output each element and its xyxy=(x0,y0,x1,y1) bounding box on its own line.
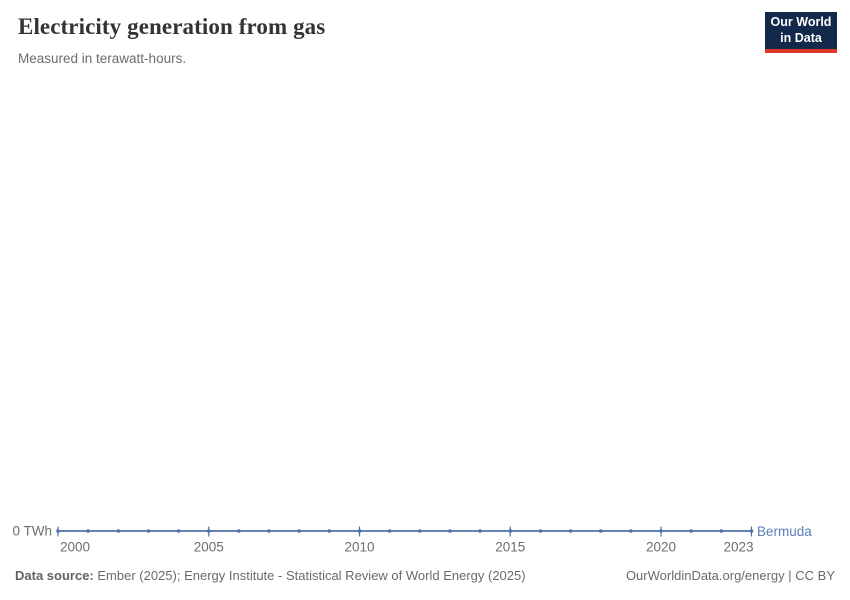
data-point-2004[interactable] xyxy=(176,529,181,533)
series-label-bermuda[interactable]: Bermuda xyxy=(757,524,812,539)
x-axis-label-2000: 2000 xyxy=(60,540,90,555)
data-point-2022[interactable] xyxy=(719,529,724,533)
data-point-2017[interactable] xyxy=(568,529,573,533)
x-axis-label-2005: 2005 xyxy=(194,540,224,555)
data-point-2018[interactable] xyxy=(598,529,603,533)
chart-title: Electricity generation from gas xyxy=(18,14,326,39)
x-axis-label-2020: 2020 xyxy=(646,540,676,555)
x-axis-label-2010: 2010 xyxy=(344,540,374,555)
data-point-2019[interactable] xyxy=(629,529,633,533)
license-link[interactable]: OurWorldinData.org/energy | CC BY xyxy=(625,568,835,583)
owid-logo[interactable]: Our World in Data xyxy=(765,12,837,53)
data-source-note[interactable]: Data source: Ember (2025); Energy Instit… xyxy=(15,568,526,583)
data-point-2006[interactable] xyxy=(237,529,241,533)
data-point-2001[interactable] xyxy=(86,529,90,533)
data-point-2011[interactable] xyxy=(387,529,392,533)
data-source-label: Data source: xyxy=(15,568,94,583)
chart-footer: Data source: Ember (2025); Energy Instit… xyxy=(0,568,850,583)
data-point-2013[interactable] xyxy=(448,529,452,533)
data-point-2014[interactable] xyxy=(478,529,482,533)
data-point-2007[interactable] xyxy=(267,529,271,533)
data-point-2002[interactable] xyxy=(116,529,121,533)
data-point-2003[interactable] xyxy=(146,529,151,533)
x-axis-label-2023: 2023 xyxy=(723,540,753,555)
owid-logo-line1: Our World xyxy=(770,15,832,30)
data-point-2016[interactable] xyxy=(538,529,543,533)
data-point-2012[interactable] xyxy=(418,529,422,533)
owid-logo-line2: in Data xyxy=(780,30,822,45)
data-point-2009[interactable] xyxy=(327,529,332,533)
chart-subtitle: Measured in terawatt-hours. xyxy=(18,51,187,66)
data-point-2021[interactable] xyxy=(689,529,693,533)
x-axis-label-2015: 2015 xyxy=(495,540,525,555)
data-source-text: Ember (2025); Energy Institute - Statist… xyxy=(93,568,526,583)
y-axis-label-zero: 0 TWh xyxy=(12,524,52,539)
data-point-2008[interactable] xyxy=(297,529,302,533)
